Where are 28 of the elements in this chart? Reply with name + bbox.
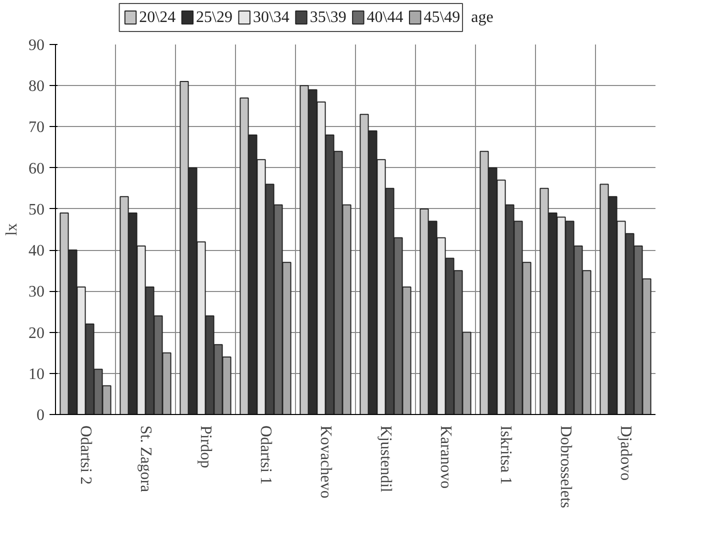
y-tick-label: 30 <box>28 284 44 301</box>
y-tick-label: 90 <box>28 37 44 54</box>
y-tick-label: 50 <box>28 201 44 218</box>
legend-label: 30\34 <box>252 9 290 26</box>
legend-label: 45\49 <box>424 9 460 26</box>
legend-label: 20\24 <box>139 9 176 26</box>
y-tick-label: 60 <box>28 160 44 178</box>
x-tick-label: Iskritsa 1 <box>497 426 514 485</box>
legend-label: 35\39 <box>310 9 346 26</box>
y-tick-label: 40 <box>28 242 44 260</box>
legend-label: 25\29 <box>196 9 233 26</box>
x-tick-label: Kovachevo <box>317 426 334 498</box>
y-tick-label: 10 <box>28 366 44 383</box>
y-axis-title: lx <box>4 223 20 236</box>
legend-title: age <box>471 9 494 26</box>
y-tick-label: 70 <box>28 119 44 136</box>
x-tick-label: Odartsi 1 <box>257 426 274 485</box>
legend-label: 40\44 <box>366 9 404 26</box>
x-tick-label: Pirdop <box>197 426 214 468</box>
x-tick-label: Djadovo <box>617 426 634 481</box>
y-tick-label: 80 <box>28 78 44 96</box>
y-tick-label: 0 <box>36 407 44 424</box>
x-tick-label: Dobrosselets <box>557 426 574 508</box>
x-tick-label: Odartsi 2 <box>77 426 94 485</box>
x-tick-label: Karanovo <box>437 426 454 489</box>
x-tick-label: Kjustendil <box>377 426 394 493</box>
y-tick-label: 20 <box>28 324 44 342</box>
x-tick-label: St. Zagora <box>137 426 154 492</box>
